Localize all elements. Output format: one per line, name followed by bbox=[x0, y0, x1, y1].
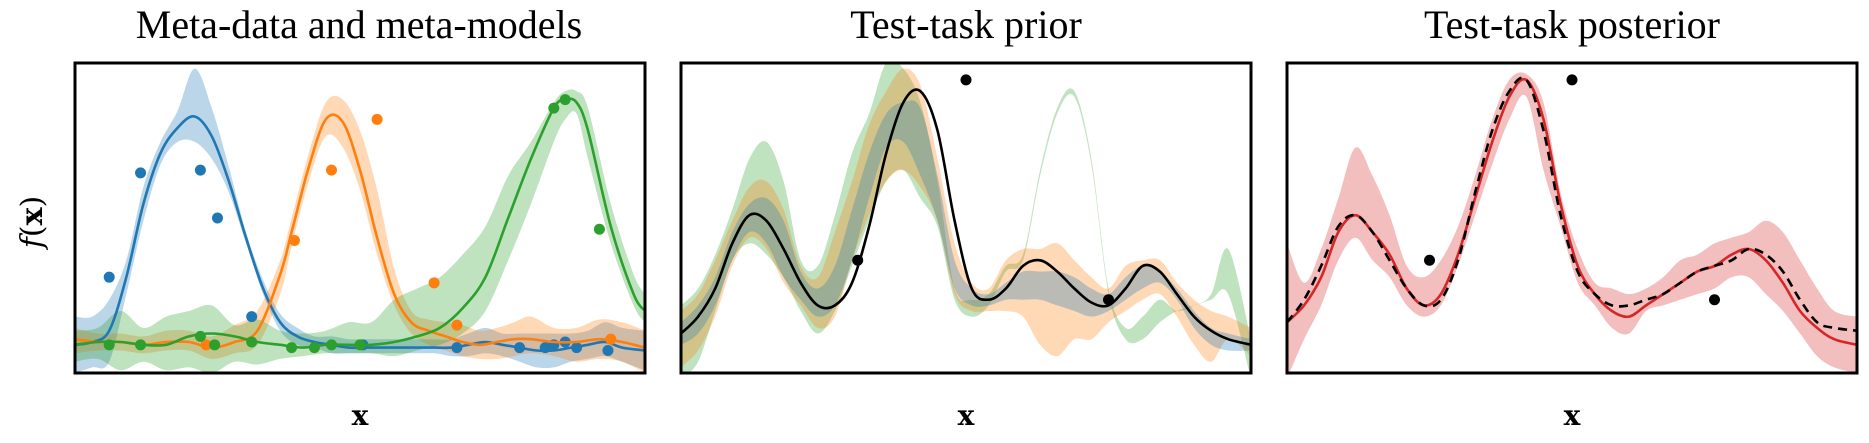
series-1-line bbox=[681, 88, 1251, 347]
series-3-line bbox=[75, 97, 645, 349]
series-2-line bbox=[75, 113, 645, 349]
series-2-line bbox=[1287, 76, 1857, 332]
series-1-point bbox=[451, 342, 463, 354]
uncertainty-band-1 bbox=[681, 63, 1251, 373]
series-1-point bbox=[246, 311, 258, 323]
series-1-point bbox=[194, 164, 206, 176]
series-3-point bbox=[286, 342, 298, 354]
panel-3-x-label: x bbox=[1564, 399, 1581, 432]
series-2-point bbox=[326, 164, 337, 176]
y-axis-label: f(x) bbox=[15, 196, 50, 250]
series-2-point bbox=[200, 339, 212, 351]
panel-1-x-label: x bbox=[352, 399, 369, 432]
observation-point bbox=[1709, 294, 1720, 306]
series-3-point bbox=[194, 330, 206, 342]
uncertainty-band-2 bbox=[681, 68, 1251, 368]
series-1-line bbox=[1287, 77, 1857, 347]
panel-1-frame bbox=[73, 61, 647, 375]
series-1-band bbox=[75, 68, 645, 373]
series-1-point bbox=[602, 344, 614, 356]
panel-posterior: Test-task posterior x bbox=[1285, 2, 1859, 432]
observation-point bbox=[1566, 74, 1578, 86]
series-3-point bbox=[354, 339, 366, 351]
series-1-point bbox=[571, 342, 583, 354]
series-1-point bbox=[539, 342, 551, 354]
series-3-point bbox=[103, 339, 115, 351]
panel-3-frame bbox=[1285, 61, 1859, 375]
series-2-point bbox=[451, 319, 463, 331]
series-3-point bbox=[559, 94, 571, 106]
observation-point bbox=[1424, 254, 1435, 266]
observation-point bbox=[852, 254, 864, 266]
panel-meta-data: Meta-data and meta-models x bbox=[73, 2, 647, 432]
series-1-point bbox=[514, 342, 526, 354]
panel-2-title: Test-task prior bbox=[850, 2, 1082, 47]
series-2-point bbox=[605, 333, 617, 345]
series-2-point bbox=[288, 235, 300, 247]
uncertainty-band-3 bbox=[681, 100, 1251, 351]
panel-3-title: Test-task posterior bbox=[1424, 2, 1720, 47]
observation-point bbox=[960, 74, 972, 86]
uncertainty-band-1 bbox=[1287, 72, 1857, 373]
series-1-point bbox=[135, 167, 147, 179]
series-1-point bbox=[103, 271, 115, 283]
panel-2-frame bbox=[679, 61, 1253, 375]
observation-point bbox=[1103, 294, 1114, 306]
panel-3-plot-area bbox=[1287, 72, 1857, 373]
series-3-point bbox=[548, 102, 560, 114]
panel-2-plot-area bbox=[681, 63, 1251, 373]
panel-1-plot-area bbox=[75, 68, 645, 373]
series-3-point bbox=[593, 223, 605, 235]
panel-1-title: Meta-data and meta-models bbox=[136, 2, 582, 47]
series-3-point bbox=[209, 339, 221, 351]
series-1-point bbox=[212, 212, 223, 224]
panel-prior: Test-task prior x bbox=[679, 2, 1253, 432]
series-3-point bbox=[308, 342, 320, 354]
series-3-point bbox=[246, 336, 258, 348]
series-3-point bbox=[326, 339, 337, 351]
panel-2-x-label: x bbox=[958, 399, 975, 432]
series-2-point bbox=[371, 113, 383, 125]
series-2-point bbox=[428, 277, 440, 289]
series-3-point bbox=[135, 339, 147, 351]
